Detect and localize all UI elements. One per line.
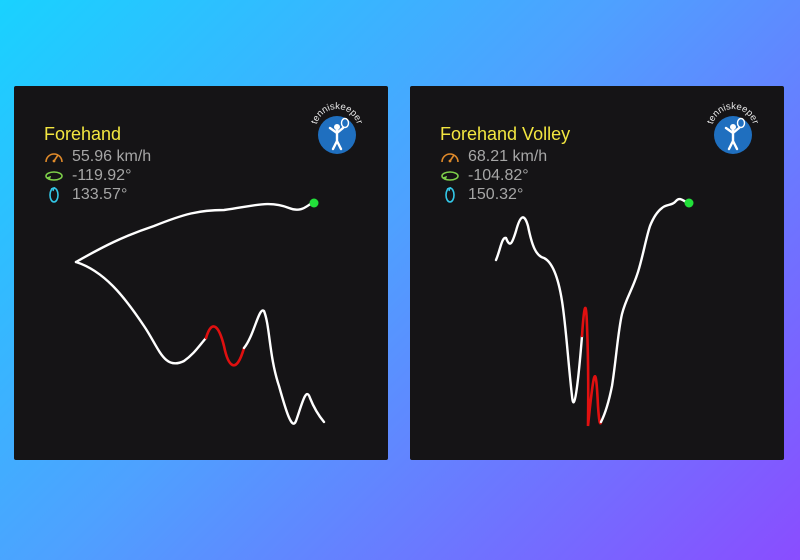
- impact-segment: [580, 306, 603, 427]
- swing-trace: [494, 197, 694, 427]
- stroke-card-forehand[interactable]: Forehand 55.96 km/h -119.92° 133.57° ten…: [14, 86, 388, 460]
- spin-value: 133.57°: [72, 186, 128, 203]
- rotation-value: -119.92°: [72, 167, 132, 184]
- stroke-title: Forehand: [44, 124, 122, 144]
- speedometer-icon: [45, 153, 63, 163]
- spin-metric: 150.32°: [440, 185, 523, 205]
- swing-path: [242, 309, 326, 425]
- spin-value: 150.32°: [468, 186, 524, 203]
- stroke-title: Forehand Volley: [440, 124, 571, 144]
- speed-value: 55.96 km/h: [72, 148, 152, 165]
- end-point: [684, 198, 694, 208]
- speed-metric: 68.21 km/h: [440, 147, 547, 167]
- swing-path: [599, 197, 691, 424]
- speedometer-icon: [441, 153, 459, 163]
- rotation-metric: -104.82°: [440, 166, 529, 186]
- spin-icon: [49, 187, 59, 203]
- swing-path: [74, 201, 316, 264]
- spin-metric: 133.57°: [44, 185, 127, 205]
- stroke-card-forehand-volley[interactable]: Forehand Volley 68.21 km/h -104.82° 150.…: [410, 86, 784, 460]
- rotation-value: -104.82°: [468, 167, 529, 184]
- tenniskeeper-logo: tenniskeeper: [309, 101, 365, 154]
- rotation-icon: [441, 171, 459, 181]
- end-point: [309, 198, 319, 208]
- speed-metric: 55.96 km/h: [44, 147, 151, 167]
- swing-path: [494, 216, 584, 404]
- swing-trace: [74, 198, 326, 425]
- swing-path: [74, 260, 208, 365]
- tenniskeeper-logo: tenniskeeper: [705, 101, 761, 154]
- rotation-metric: -119.92°: [44, 166, 131, 186]
- impact-segment: [204, 325, 246, 367]
- spin-icon: [445, 187, 455, 203]
- speed-value: 68.21 km/h: [468, 148, 548, 165]
- rotation-icon: [45, 171, 63, 181]
